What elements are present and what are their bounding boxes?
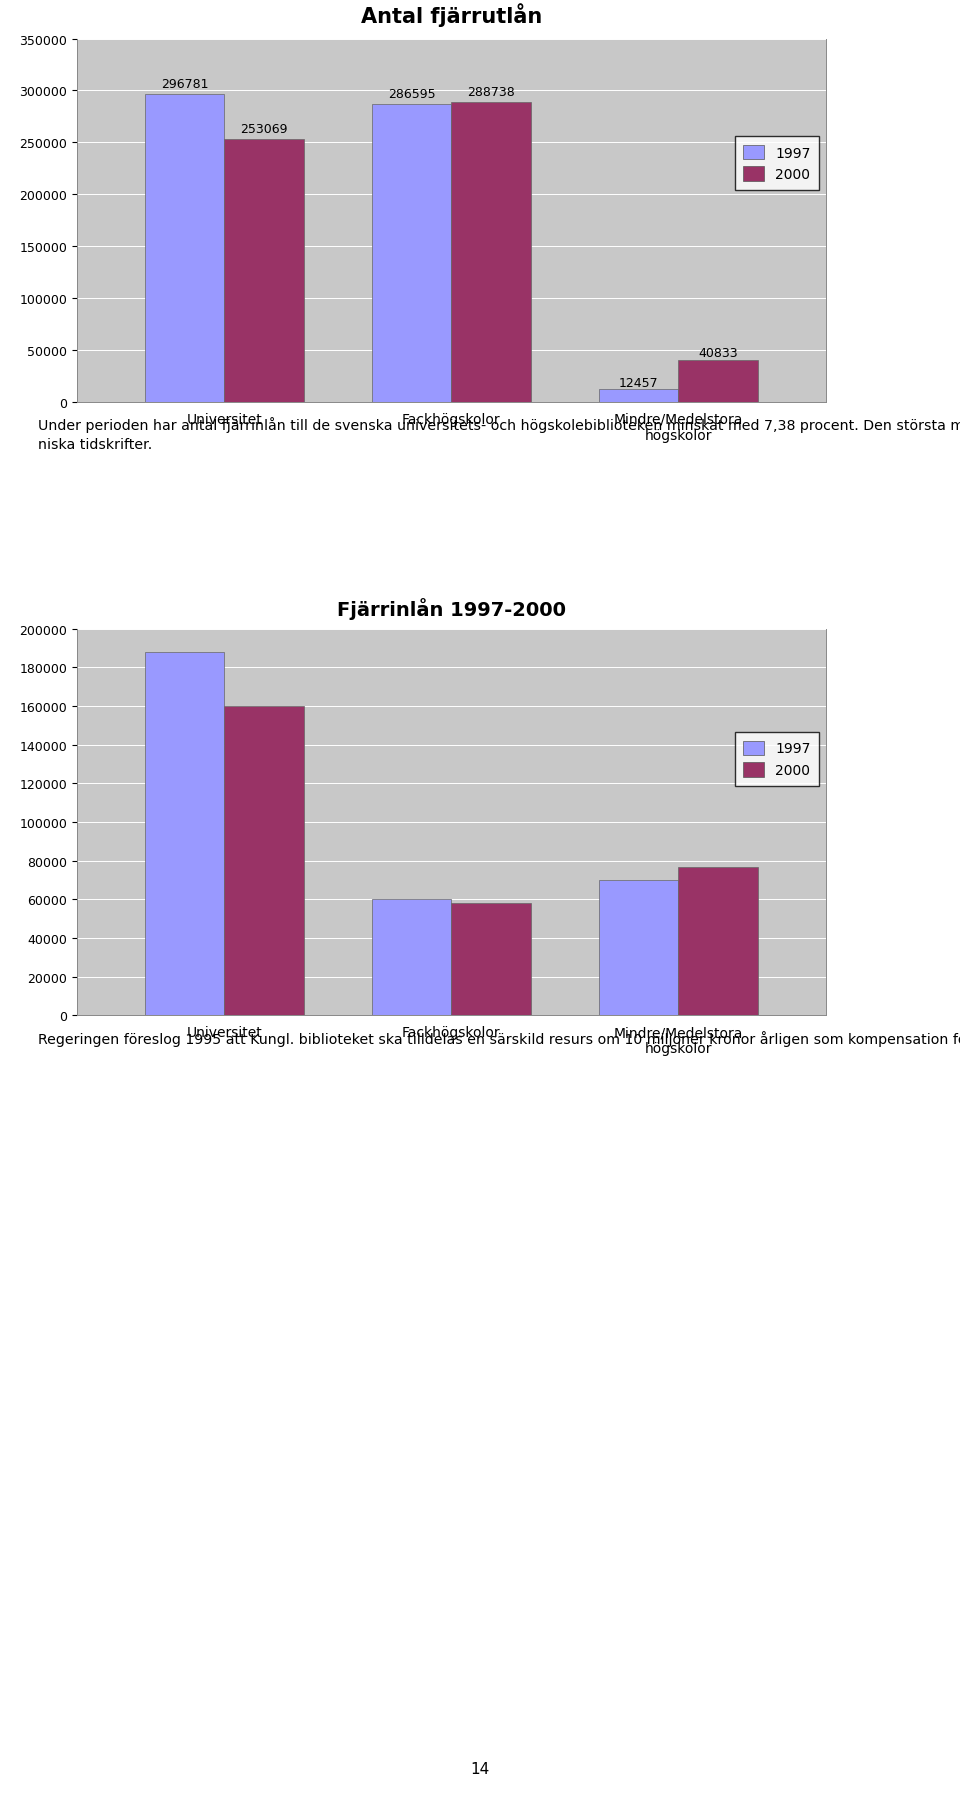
Bar bbox=[451, 102, 531, 403]
Text: 253069: 253069 bbox=[240, 122, 288, 137]
Title: Fjärrinlån 1997-2000: Fjärrinlån 1997-2000 bbox=[337, 597, 565, 620]
Bar bbox=[225, 140, 303, 403]
Text: Under perioden har antal fjärrinlån till de svenska universitets- och högskolebi: Under perioden har antal fjärrinlån till… bbox=[38, 417, 960, 451]
Text: 14: 14 bbox=[470, 1762, 490, 1776]
Bar bbox=[225, 707, 303, 1016]
Title: Antal fjärrutlån: Antal fjärrutlån bbox=[361, 4, 541, 27]
Legend: 1997, 2000: 1997, 2000 bbox=[734, 137, 819, 191]
Text: 296781: 296781 bbox=[161, 77, 208, 90]
Bar bbox=[599, 881, 678, 1016]
Text: 12457: 12457 bbox=[618, 376, 659, 390]
Bar bbox=[145, 653, 225, 1016]
Text: 40833: 40833 bbox=[698, 347, 737, 360]
Text: 286595: 286595 bbox=[388, 88, 435, 101]
Legend: 1997, 2000: 1997, 2000 bbox=[734, 734, 819, 786]
Bar bbox=[451, 904, 531, 1016]
Bar bbox=[599, 390, 678, 403]
Bar bbox=[678, 867, 757, 1016]
Bar bbox=[678, 360, 757, 403]
Bar bbox=[145, 95, 225, 403]
Bar bbox=[372, 899, 451, 1016]
Text: 288738: 288738 bbox=[467, 86, 515, 99]
Bar bbox=[372, 106, 451, 403]
Text: Regeringen föreslog 1995 att Kungl. biblioteket ska tilldelas en särskild resurs: Regeringen föreslog 1995 att Kungl. bibl… bbox=[38, 1030, 960, 1046]
